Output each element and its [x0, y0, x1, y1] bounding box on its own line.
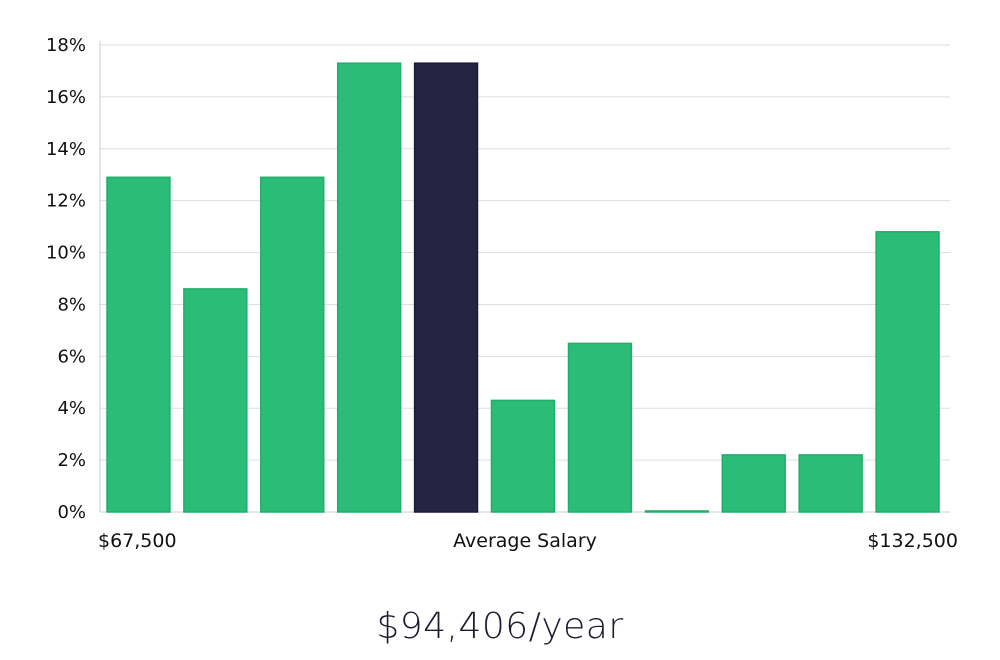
- y-tick-label: 10%: [46, 243, 86, 264]
- average-salary: $94,406/year: [376, 606, 624, 647]
- y-tick-label: 18%: [46, 35, 86, 56]
- y-tick-label: 0%: [57, 502, 86, 523]
- x-label-min: $67,500: [98, 530, 177, 552]
- bar: [798, 454, 863, 513]
- bar: [336, 62, 402, 513]
- y-tick-label: 12%: [46, 191, 86, 212]
- bar: [490, 399, 556, 513]
- bar: [875, 231, 940, 513]
- y-tick-label: 16%: [46, 87, 86, 108]
- bar: [260, 176, 325, 513]
- bar-average-salary: [413, 62, 479, 513]
- bar: [644, 510, 710, 513]
- salary-histogram: 0% 2% 4% 6% 8% 10% 12% 14% 16% 18% $67,500 Averag…: [46, 35, 958, 552]
- bars: [106, 62, 940, 513]
- x-label-max: $132,500: [867, 530, 958, 552]
- y-tick-label: 6%: [57, 346, 86, 367]
- y-axis: 0% 2% 4% 6% 8% 10% 12% 14% 16% 18%: [46, 35, 101, 523]
- bar: [567, 342, 633, 513]
- y-tick-label: 14%: [46, 139, 86, 160]
- y-tick-label: 8%: [57, 294, 86, 315]
- bar: [721, 454, 786, 513]
- bar: [183, 288, 248, 513]
- y-tick-label: 2%: [57, 450, 86, 471]
- y-tick-label: 4%: [57, 398, 86, 419]
- x-label-center: Average Salary: [453, 530, 597, 552]
- bar: [106, 176, 171, 513]
